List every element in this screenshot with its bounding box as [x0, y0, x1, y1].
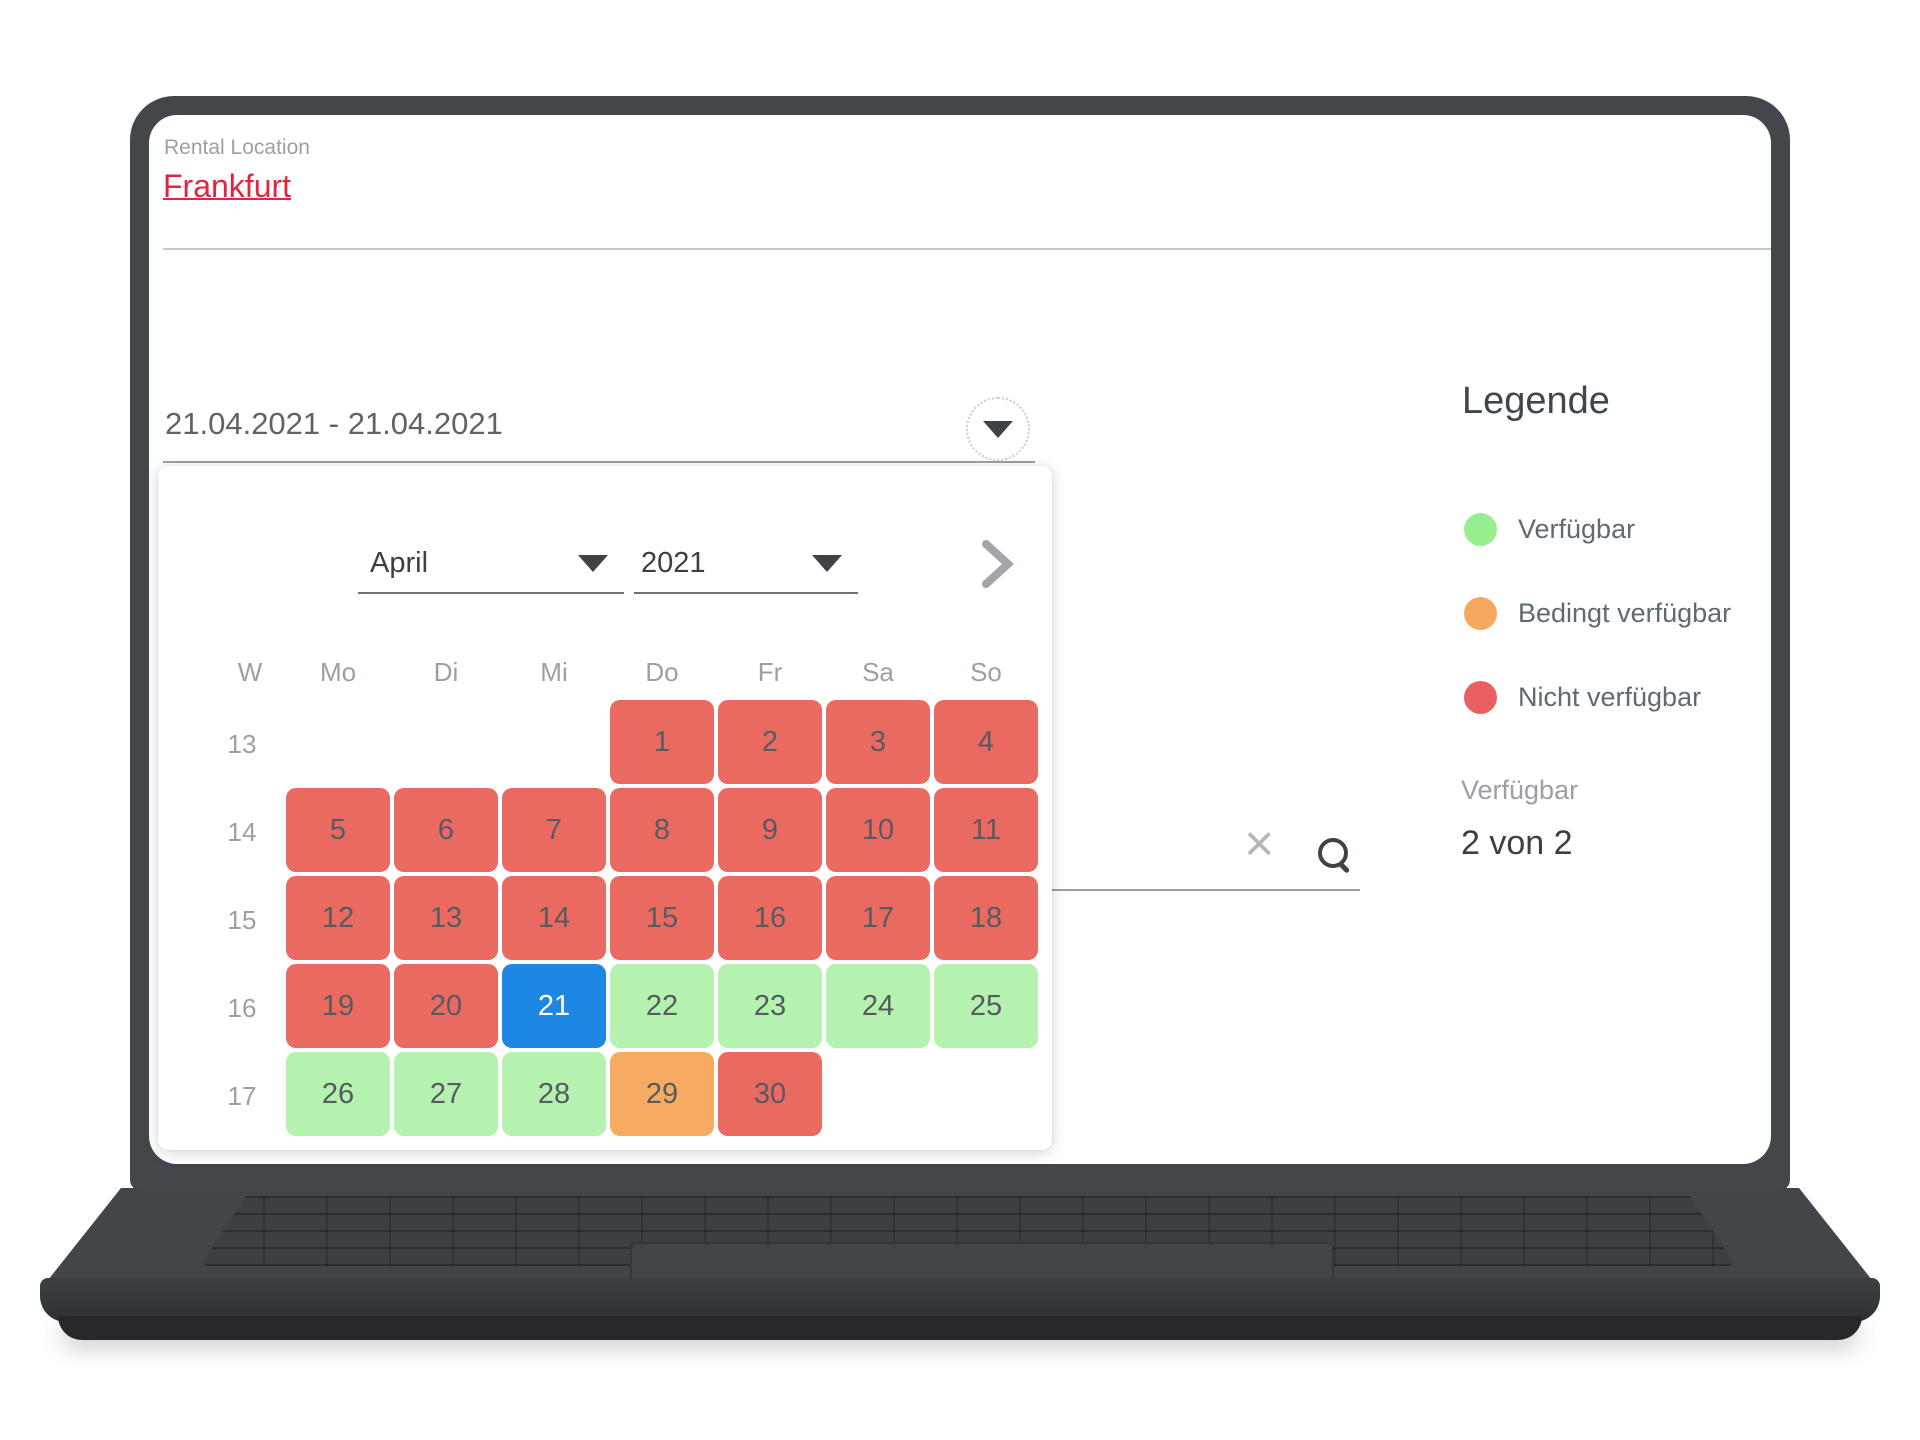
calendar-day-5[interactable]: 5: [286, 788, 390, 872]
calendar-day-8[interactable]: 8: [610, 788, 714, 872]
caret-down-icon: [578, 554, 608, 572]
calendar-day-13[interactable]: 13: [394, 876, 498, 960]
chevron-right-icon: [982, 540, 1014, 588]
year-select[interactable]: 2021: [634, 534, 858, 594]
day-header-Mi: Mi: [540, 656, 568, 687]
next-month-button[interactable]: [978, 538, 1018, 590]
date-dropdown-button[interactable]: [966, 397, 1030, 461]
legend-title: Legende: [1462, 380, 1610, 422]
legend-item-label: Verfügbar: [1518, 513, 1636, 544]
calendar-day-10[interactable]: 10: [826, 788, 930, 872]
calendar-day-2[interactable]: 2: [718, 700, 822, 784]
available-dot-icon: [1464, 512, 1497, 546]
day-header-So: So: [970, 656, 1002, 687]
calendar-day-12[interactable]: 12: [286, 876, 390, 960]
date-range-field[interactable]: 21.04.2021 - 21.04.2021: [165, 406, 503, 441]
calendar-day-22[interactable]: 22: [610, 964, 714, 1048]
week-number-15: 15: [227, 904, 257, 935]
calendar-day-6[interactable]: 6: [394, 788, 498, 872]
calendar-day-empty: [286, 700, 390, 784]
calendar-day-26[interactable]: 26: [286, 1052, 390, 1136]
rental-location-label: Rental Location: [164, 136, 310, 159]
calendar-day-29[interactable]: 29: [610, 1052, 714, 1136]
calendar-day-empty: [394, 700, 498, 784]
search-icon[interactable]: [1318, 838, 1348, 868]
year-select-value: 2021: [641, 546, 706, 579]
calendar-day-4[interactable]: 4: [934, 700, 1038, 784]
week-number-13: 13: [227, 728, 257, 759]
calendar-day-empty: [502, 700, 606, 784]
day-header-Do: Do: [645, 656, 679, 687]
calendar-day-3[interactable]: 3: [826, 700, 930, 784]
legend-item-label: Nicht verfügbar: [1518, 681, 1702, 712]
calendar-day-28[interactable]: 28: [502, 1052, 606, 1136]
calendar-day-18[interactable]: 18: [934, 876, 1038, 960]
calendar-day-19[interactable]: 19: [286, 964, 390, 1048]
day-header-Fr: Fr: [757, 656, 783, 687]
calendar-grid: W Mo Di Mi Do Fr Sa So 13 1 2 3 4 14 5 6 7 8 9 10 11 15 12 13 14…: [198, 644, 1042, 1140]
legend-item-label: Bedingt verfügbar: [1518, 597, 1732, 628]
calendar-day-21[interactable]: 21: [502, 964, 606, 1048]
day-header-Mo: Mo: [319, 656, 357, 687]
month-select[interactable]: April: [358, 534, 624, 594]
calendar-day-23[interactable]: 23: [718, 964, 822, 1048]
rental-location-link[interactable]: Frankfurt: [163, 168, 292, 204]
week-column-header: W: [237, 656, 263, 687]
search-field-underline: [1050, 889, 1360, 891]
conditional-dot-icon: [1464, 596, 1497, 630]
week-number-17: 17: [227, 1080, 257, 1111]
calendar-day-7[interactable]: 7: [502, 788, 606, 872]
week-number-16: 16: [227, 992, 257, 1023]
calendar-day-25[interactable]: 25: [934, 964, 1038, 1048]
calendar-day-17[interactable]: 17: [826, 876, 930, 960]
calendar-day-15[interactable]: 15: [610, 876, 714, 960]
calendar-day-9[interactable]: 9: [718, 788, 822, 872]
calendar-day-16[interactable]: 16: [718, 876, 822, 960]
week-number-14: 14: [227, 816, 257, 847]
laptop-trackpad: [630, 1242, 1334, 1282]
day-header-Sa: Sa: [862, 656, 894, 687]
calendar-popup: April 2021 W Mo Di Mi Do Fr Sa So 13 1 2 3 4 14 5 6 7 8 9 1…: [158, 466, 1052, 1150]
calendar-day-20[interactable]: 20: [394, 964, 498, 1048]
unavailable-dot-icon: [1464, 680, 1497, 714]
date-range-underline: [163, 461, 1035, 463]
legend-item-unavailable: Nicht verfügbar: [1464, 680, 1701, 714]
caret-down-icon: [983, 420, 1013, 438]
legend-item-available: Verfügbar: [1464, 512, 1635, 546]
legend-item-conditional: Bedingt verfügbar: [1464, 596, 1731, 630]
calendar-day-11[interactable]: 11: [934, 788, 1038, 872]
clear-icon[interactable]: ×: [1244, 815, 1275, 873]
calendar-day-30[interactable]: 30: [718, 1052, 822, 1136]
calendar-day-27[interactable]: 27: [394, 1052, 498, 1136]
laptop-base-bottom: [58, 1316, 1862, 1340]
calendar-day-empty: [934, 1052, 1038, 1136]
month-select-value: April: [370, 546, 429, 579]
laptop-base-front: [40, 1278, 1880, 1322]
availability-label: Verfügbar: [1461, 775, 1579, 805]
caret-down-icon: [812, 554, 842, 572]
laptop-keyboard: [200, 1196, 1736, 1266]
availability-count: 2 von 2: [1461, 824, 1573, 862]
header-divider: [163, 248, 1771, 250]
calendar-day-1[interactable]: 1: [610, 700, 714, 784]
calendar-day-24[interactable]: 24: [826, 964, 930, 1048]
calendar-day-14[interactable]: 14: [502, 876, 606, 960]
calendar-day-empty: [826, 1052, 930, 1136]
day-header-Di: Di: [433, 656, 459, 687]
